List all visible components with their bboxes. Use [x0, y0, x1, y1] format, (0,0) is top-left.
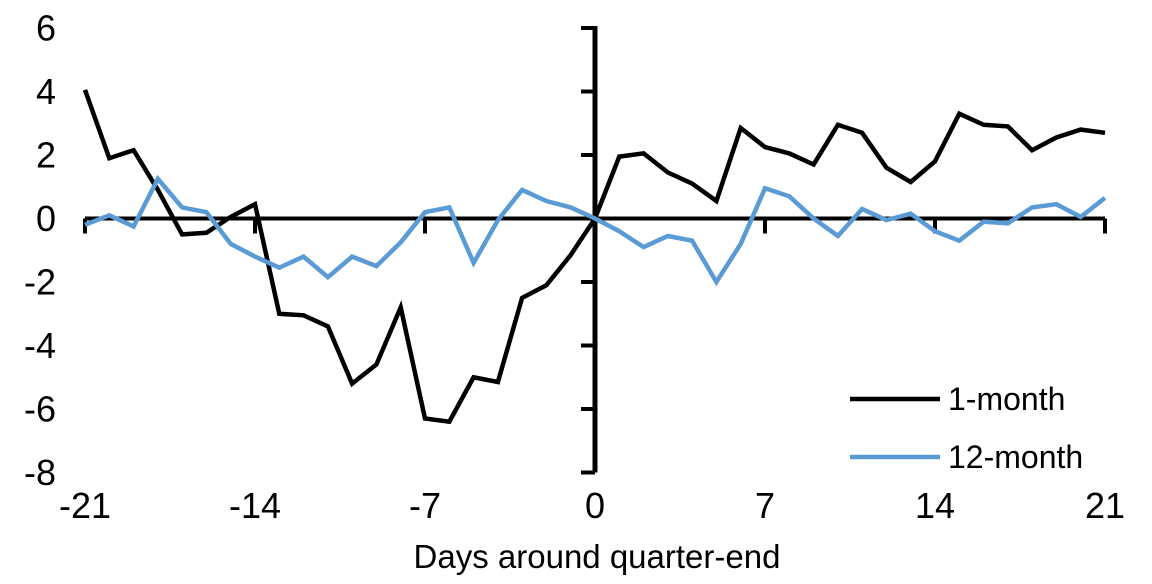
- y-tick-label: 2: [36, 135, 56, 176]
- x-tick-label: 21: [1085, 485, 1125, 526]
- x-axis-title: Days around quarter-end: [414, 538, 781, 575]
- x-tick-label: 7: [755, 485, 775, 526]
- x-tick-label: 14: [915, 485, 955, 526]
- legend: 1-month 12-month: [850, 381, 1083, 475]
- y-tick-label: -2: [24, 262, 56, 303]
- x-tick-label: -14: [229, 485, 281, 526]
- y-tick-label: -4: [24, 325, 56, 366]
- x-axis-tick-labels: -21 -14 -7 0 7 14 21: [59, 485, 1125, 526]
- y-tick-label: 4: [36, 71, 56, 112]
- x-tick-label: -7: [409, 485, 441, 526]
- series-line-12-month: [84, 174, 1107, 287]
- legend-label-1-month: 1-month: [948, 381, 1065, 417]
- data-series: [82, 89, 1107, 425]
- x-tick-label: 0: [585, 485, 605, 526]
- y-tick-label: 0: [36, 198, 56, 239]
- y-tick-label: 6: [36, 8, 56, 49]
- y-tick-label: -6: [24, 389, 56, 430]
- legend-label-12-month: 12-month: [948, 439, 1083, 475]
- x-tick-label: -21: [59, 485, 111, 526]
- y-axis-tick-labels: 6 4 2 0 -2 -4 -6 -8: [24, 8, 56, 494]
- y-tick-label: -8: [24, 452, 56, 493]
